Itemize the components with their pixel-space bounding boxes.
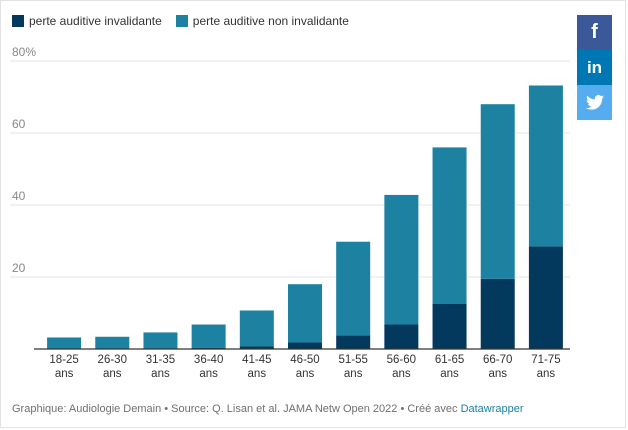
bar-segment-non-invalidante <box>239 310 274 347</box>
bar-segment-non-invalidante <box>480 104 515 279</box>
x-tick-label: 56-60 <box>387 354 416 366</box>
bar-segment-non-invalidante <box>143 332 178 349</box>
x-tick-label: 26-30 <box>98 354 127 366</box>
footer-text: Graphique: Audiologie Demain • Source: Q… <box>12 403 461 415</box>
linkedin-share-button[interactable]: in <box>577 50 612 85</box>
legend-swatch <box>175 15 188 27</box>
x-tick-label: 36-40 <box>194 354 223 366</box>
x-tick-label: 51-55 <box>338 354 367 366</box>
bar-segment-invalidante <box>288 342 322 349</box>
y-tick-label: 20 <box>12 261 26 275</box>
bar-segment-invalidante <box>336 335 371 349</box>
bar-segment-non-invalidante <box>95 336 130 349</box>
x-tick-label-unit: ans <box>151 368 170 380</box>
legend-label: perte auditive invalidante <box>29 14 162 28</box>
x-tick-label-unit: ans <box>537 368 556 380</box>
facebook-share-button[interactable]: f <box>577 15 612 50</box>
x-tick-label-unit: ans <box>488 368 507 380</box>
x-tick-label: 61-65 <box>435 354 464 366</box>
bar-segment-invalidante <box>480 278 515 349</box>
x-tick-label-unit: ans <box>248 368 267 380</box>
twitter-icon <box>585 95 604 110</box>
bar-segment-non-invalidante <box>384 194 419 325</box>
legend-label: perte auditive non invalidante <box>192 14 349 28</box>
x-tick-label: 41-45 <box>242 354 271 366</box>
bar-segment-non-invalidante <box>336 241 371 336</box>
bar-segment-invalidante <box>384 324 419 349</box>
x-tick-label-unit: ans <box>103 368 122 380</box>
bar-segment-non-invalidante <box>47 337 82 349</box>
bar-segment-non-invalidante <box>288 284 322 343</box>
bar-segment-invalidante <box>528 246 563 349</box>
x-tick-label-unit: ans <box>55 368 74 380</box>
x-tick-label: 18-25 <box>49 354 78 366</box>
datawrapper-link[interactable]: Datawrapper <box>460 403 524 415</box>
x-tick-label: 66-70 <box>483 354 512 366</box>
share-bar: f in <box>577 15 612 120</box>
x-tick-label-unit: ans <box>344 368 363 380</box>
twitter-share-button[interactable] <box>577 85 612 120</box>
bar-segment-invalidante <box>432 304 467 349</box>
x-tick-label-unit: ans <box>199 368 218 380</box>
x-tick-label-unit: ans <box>296 368 315 380</box>
x-tick-label: 46-50 <box>290 354 319 366</box>
x-tick-label: 71-75 <box>531 354 560 366</box>
legend-item-0: perte auditive invalidante <box>12 14 162 28</box>
y-tick-label: 80% <box>12 45 36 59</box>
legend: perte auditive invalidante perte auditive… <box>12 14 363 28</box>
bar-segment-non-invalidante <box>528 85 563 247</box>
facebook-icon: f <box>591 21 598 43</box>
bar-segment-invalidante <box>239 346 274 349</box>
x-tick-label-unit: ans <box>440 368 459 380</box>
x-tick-label-unit: ans <box>392 368 411 380</box>
y-tick-label: 40 <box>12 189 26 203</box>
y-tick-label: 60 <box>12 117 26 131</box>
bar-segment-non-invalidante <box>191 324 226 348</box>
footer-credits: Graphique: Audiologie Demain • Source: Q… <box>12 403 524 415</box>
linkedin-icon: in <box>586 57 603 77</box>
x-tick-label: 31-35 <box>146 354 175 366</box>
bar-segment-non-invalidante <box>432 147 467 304</box>
legend-item-1: perte auditive non invalidante <box>175 14 349 28</box>
legend-swatch <box>12 15 24 27</box>
